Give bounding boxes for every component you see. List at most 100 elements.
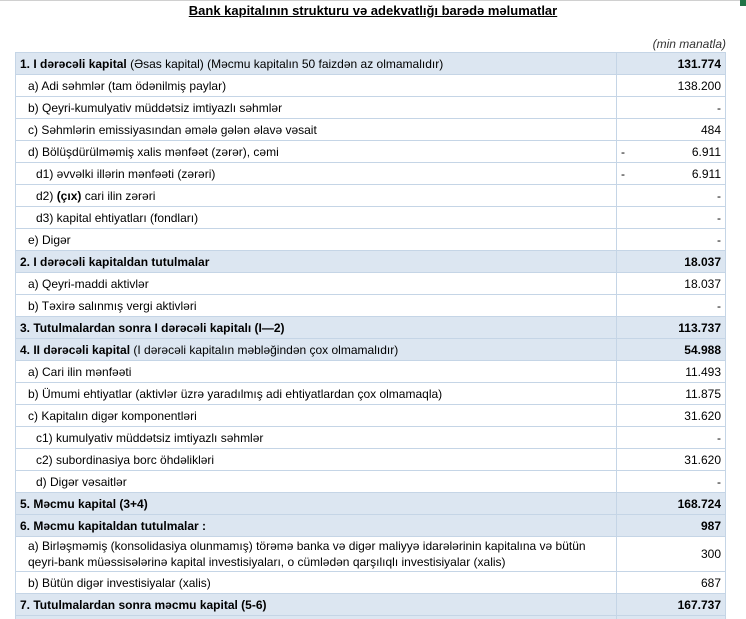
label-text: a) Cari ilin mənfəəti — [28, 364, 132, 379]
row-label[interactable]: c) Səhmlərin emissiyasından əmələ gələn … — [15, 118, 617, 141]
value-text: 6.911 — [691, 144, 721, 159]
label-text: 3. Tutulmalardan sonra I dərəcəli kapita… — [20, 320, 285, 335]
value-text: - — [717, 430, 721, 445]
row-value[interactable]: - 6.911 — [616, 140, 726, 163]
row-value[interactable]: 131.774 — [616, 52, 726, 75]
value-text: 31.620 — [684, 452, 721, 467]
label-text: 4. II dərəcəli kapital — [20, 342, 131, 357]
table-row: 6. Məcmu kapitaldan tutulmalar : 987 — [15, 514, 726, 537]
row-value[interactable]: - — [616, 470, 726, 493]
value-text: 6.911 — [691, 166, 721, 181]
row-label[interactable]: e) Digər — [15, 228, 617, 251]
row-label[interactable]: 6. Məcmu kapitaldan tutulmalar : — [15, 514, 617, 537]
value-text: - — [717, 232, 721, 247]
row-label[interactable]: 2. I dərəcəli kapitaldan tutulmalar — [15, 250, 617, 273]
row-label[interactable]: b) Təxirə salınmış vergi aktivləri — [15, 294, 617, 317]
row-value[interactable]: 54.988 — [616, 338, 726, 361]
row-label[interactable]: 5. Məcmu kapital (3+4) — [15, 492, 617, 515]
row-value[interactable]: - — [616, 426, 726, 449]
row-value[interactable]: - — [616, 228, 726, 251]
table-row: b) Ümumi ehtiyatlar (aktivlər üzrə yarad… — [15, 382, 726, 405]
row-label[interactable]: c2) subordinasiya borc öhdəlikləri — [15, 448, 617, 471]
row-value[interactable]: - 6.911 — [616, 162, 726, 185]
label-text: d3) kapital ehtiyatları (fondları) — [36, 210, 199, 225]
label-text: (Əsas kapital) (Məcmu kapitalın 50 faizd… — [126, 56, 444, 71]
row-value[interactable]: 31.620 — [616, 448, 726, 471]
row-label[interactable]: 3. Tutulmalardan sonra I dərəcəli kapita… — [15, 316, 617, 339]
row-label[interactable]: 1. I dərəcəli kapital (Əsas kapital) (Mə… — [15, 52, 617, 75]
row-label[interactable]: 4. II dərəcəli kapital (I dərəcəli kapit… — [15, 338, 617, 361]
row-label[interactable]: a) Cari ilin mənfəəti — [15, 360, 617, 383]
row-label[interactable]: c) Kapitalın digər komponentləri — [15, 404, 617, 427]
label-text: 5. Məcmu kapital (3+4) — [20, 496, 148, 511]
value-text: 54.988 — [684, 342, 721, 357]
value-text: 484 — [700, 122, 721, 137]
row-value[interactable]: 168.724 — [616, 492, 726, 515]
label-text: e) Digər — [28, 232, 71, 247]
value-text: 300 — [700, 547, 721, 561]
row-value[interactable]: 18.037 — [616, 272, 726, 295]
row-value[interactable]: - — [616, 206, 726, 229]
row-label[interactable]: b) Qeyri-kumulyativ müddətsiz imtiyazlı … — [15, 96, 617, 119]
row-label[interactable]: d1) əvvəlki illərin mənfəəti (zərəri) — [15, 162, 617, 185]
table-row: 1. I dərəcəli kapital (Əsas kapital) (Mə… — [15, 52, 726, 75]
value-text: - — [717, 100, 721, 115]
row-label[interactable]: b) Ümumi ehtiyatlar (aktivlər üzrə yarad… — [15, 382, 617, 405]
row-label[interactable]: d) Digər vəsaitlər — [15, 470, 617, 493]
table-row: d1) əvvəlki illərin mənfəəti (zərəri) - 6.… — [15, 162, 726, 185]
label-text: 7. Tutulmalardan sonra məcmu kapital (5-… — [20, 597, 267, 612]
row-label[interactable] — [15, 615, 617, 619]
value-text: 987 — [700, 518, 721, 533]
value-text: 168.724 — [677, 496, 721, 511]
label-text: a) Birləşməmiş (konsolidasiya olunmamış)… — [28, 539, 586, 569]
table-row: 4. II dərəcəli kapital (I dərəcəli kapit… — [15, 338, 726, 361]
row-value[interactable]: 167.737 — [616, 593, 726, 616]
value-text: 167.737 — [677, 597, 721, 612]
row-value[interactable] — [616, 615, 726, 619]
row-label[interactable]: d3) kapital ehtiyatları (fondları) — [15, 206, 617, 229]
label-text: (I dərəcəli kapitalın məbləğindən çox ol… — [130, 342, 399, 357]
row-value[interactable]: - — [616, 184, 726, 207]
label-text: c) Səhmlərin emissiyasından əmələ gələn … — [28, 122, 317, 137]
row-value[interactable]: 300 — [616, 536, 726, 572]
table-row: b) Qeyri-kumulyativ müddətsiz imtiyazlı … — [15, 96, 726, 119]
label-text: d) Bölüşdürülməmiş xalis mənfəət (zərər)… — [28, 144, 279, 159]
row-label[interactable]: 7. Tutulmalardan sonra məcmu kapital (5-… — [15, 593, 617, 616]
row-value[interactable]: 11.493 — [616, 360, 726, 383]
table-row: 5. Məcmu kapital (3+4) 168.724 — [15, 492, 726, 515]
row-label[interactable]: d2) (çıx) cari ilin zərəri — [15, 184, 617, 207]
label-text: b) Bütün digər investisiyalar (xalis) — [28, 575, 211, 590]
row-value[interactable]: 138.200 — [616, 74, 726, 97]
label-text: d) Digər vəsaitlər — [36, 474, 127, 489]
row-value[interactable]: 113.737 — [616, 316, 726, 339]
row-label[interactable]: d) Bölüşdürülməmiş xalis mənfəət (zərər)… — [15, 140, 617, 163]
row-value[interactable]: 31.620 — [616, 404, 726, 427]
value-text: - — [717, 210, 721, 225]
table-row: d3) kapital ehtiyatları (fondları) - — [15, 206, 726, 229]
row-value[interactable]: 687 — [616, 571, 726, 594]
label-text: c1) kumulyativ müddətsiz imtiyazlı səhml… — [36, 430, 264, 445]
row-value[interactable]: 18.037 — [616, 250, 726, 273]
negative-sign: - — [621, 144, 625, 159]
label-text: a) Qeyri-maddi aktivlər — [28, 276, 149, 291]
row-label[interactable]: b) Bütün digər investisiyalar (xalis) — [15, 571, 617, 594]
row-value[interactable]: 987 — [616, 514, 726, 537]
row-value[interactable]: 11.875 — [616, 382, 726, 405]
row-label[interactable]: a) Adi səhmlər (tam ödənilmiş paylar) — [15, 74, 617, 97]
label-text: d1) əvvəlki illərin mənfəəti (zərəri) — [36, 166, 216, 181]
row-value[interactable]: 484 — [616, 118, 726, 141]
row-label[interactable]: a) Qeyri-maddi aktivlər — [15, 272, 617, 295]
label-text: c) Kapitalın digər komponentləri — [28, 408, 197, 423]
row-value[interactable]: - — [616, 294, 726, 317]
table-row: d) Bölüşdürülməmiş xalis mənfəət (zərər)… — [15, 140, 726, 163]
row-value[interactable]: - — [616, 96, 726, 119]
table-row: b) Bütün digər investisiyalar (xalis) 687 — [15, 571, 726, 594]
value-text: - — [717, 188, 721, 203]
value-text: 18.037 — [684, 254, 721, 269]
table-row: a) Birləşməmiş (konsolidasiya olunmamış)… — [15, 536, 726, 572]
row-label[interactable]: a) Birləşməmiş (konsolidasiya olunmamış)… — [15, 536, 617, 572]
row-label[interactable]: c1) kumulyativ müddətsiz imtiyazlı səhml… — [15, 426, 617, 449]
negative-sign: - — [621, 166, 625, 181]
value-text: - — [717, 298, 721, 313]
value-text: 113.737 — [678, 320, 721, 335]
